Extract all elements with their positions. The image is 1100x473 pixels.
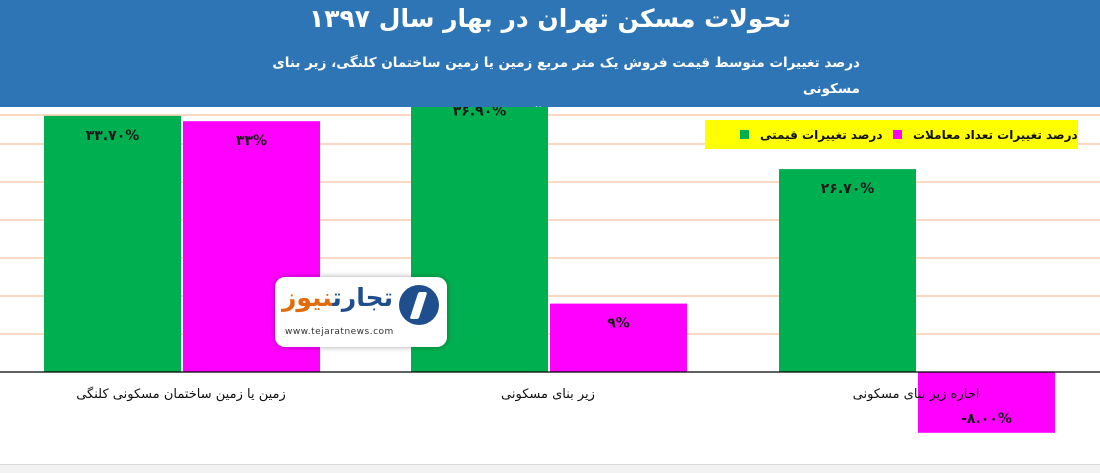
legend-label: درصد تغییرات تعداد معاملات [913,128,1078,142]
subtitle-line-1: درصد تغییرات متوسط قیمت فروش یک متر مربع… [272,55,860,97]
data-label: ۳۶.۹۰% [453,107,507,120]
data-label: ۳۳% [236,133,267,149]
bar-transactions [550,303,687,372]
tejaratnews-logo: تجارتنیوز www.tejaratnews.com [275,277,447,347]
data-label: ۲۶.۷۰% [821,181,875,197]
logo-brand-part1: تجارت [332,283,393,312]
data-label: ۹% [607,316,630,332]
bar-price [779,169,916,372]
chart-header: تحولات مسکن تهران در بهار سال ۱۳۹۷ درصد … [0,0,1100,149]
logo-url: www.tejaratnews.com [285,327,394,337]
legend-swatch [740,130,749,139]
legend-label: درصد تغییرات قیمتی [760,128,883,142]
bar-price [44,115,181,372]
logo-mark-icon [399,285,439,325]
category-label: زیر بنای مسکونی [501,387,595,402]
logo-brand-part2: نیوز [281,283,333,312]
legend-swatch [893,130,902,139]
category-label: زمین یا زمین ساختمان مسکونی کلنگی [76,386,286,402]
bottom-strip [0,464,1100,473]
bar-chart: ۳۳.۷۰% ۳۶.۹۰% ۲۶.۷۰% ۳۳% ۹% -۸.۰۰% زمین یا زمی… [0,107,1100,433]
data-label: ۳۳.۷۰% [86,128,140,144]
logo-brand: تجارتنیوز [282,283,393,312]
chart-title: تحولات مسکن تهران در بهار سال ۱۳۹۷ [309,4,791,33]
legend [705,120,1078,149]
bar-transactions [918,372,1055,433]
data-label: -۸.۰۰% [961,411,1012,427]
category-label: اجاره زیر بنای مسکونی [853,387,980,402]
